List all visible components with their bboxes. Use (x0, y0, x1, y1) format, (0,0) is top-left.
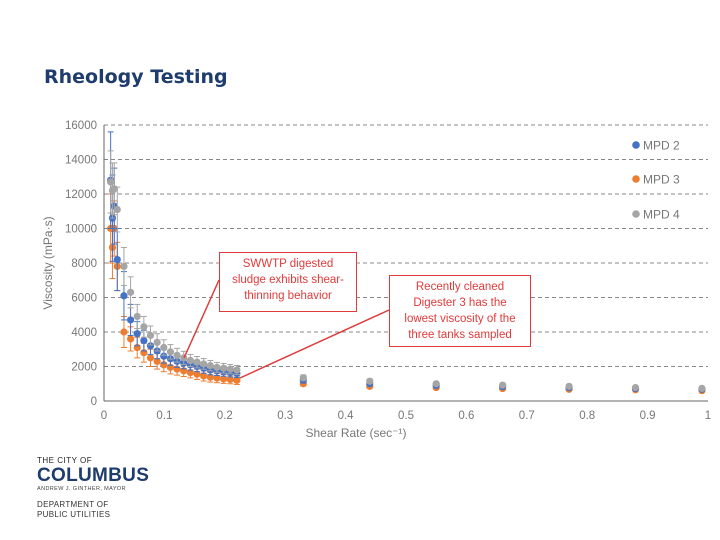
y-tick-label: 16000 (65, 120, 97, 132)
annotation-leader (239, 309, 390, 379)
data-point (173, 351, 181, 359)
data-point (146, 354, 155, 362)
data-point (299, 374, 307, 382)
x-tick-label: 0.9 (640, 410, 656, 422)
y-tick-label: 12000 (65, 189, 97, 201)
data-point (233, 376, 241, 384)
legend-label: MPD 3 (643, 173, 680, 187)
annotation-leader (183, 279, 220, 359)
legend-marker (632, 210, 640, 218)
y-tick-label: 4000 (71, 327, 97, 339)
logo-columbus: COLUMBUS (37, 465, 150, 486)
data-point (366, 377, 374, 385)
x-axis-label: Shear Rate (sec⁻¹) (305, 426, 406, 440)
data-point (233, 366, 241, 374)
data-point (213, 374, 221, 382)
y-tick-label: 8000 (71, 258, 97, 270)
logo-dept1: DEPARTMENT OF (37, 500, 109, 509)
legend-label: MPD 2 (643, 139, 680, 153)
x-tick-label: 0.3 (277, 410, 293, 422)
data-point (565, 382, 573, 390)
annotation-digester-3: Recently cleaned Digester 3 has the lowe… (389, 275, 531, 347)
legend-label: MPD 4 (643, 208, 680, 222)
x-tick-label: 0.6 (458, 410, 474, 422)
data-point (140, 337, 148, 345)
data-point (126, 316, 135, 324)
data-point (186, 356, 194, 365)
data-point (193, 358, 201, 366)
data-point (200, 360, 208, 368)
logo-dept2: PUBLIC UTILITIES (37, 510, 111, 519)
y-tick-label: 0 (91, 396, 97, 408)
data-point (206, 373, 214, 381)
data-point (120, 262, 128, 271)
data-point (113, 255, 121, 264)
x-tick-label: 1 (705, 410, 711, 422)
data-point (160, 352, 168, 360)
y-tick-label: 2000 (71, 362, 97, 374)
data-point (200, 372, 208, 380)
data-point (226, 375, 234, 384)
data-point (153, 357, 161, 365)
data-point (213, 363, 221, 371)
data-point (698, 384, 706, 393)
x-tick-label: 0.5 (398, 410, 414, 422)
x-tick-label: 0 (101, 410, 107, 422)
data-point (219, 375, 228, 383)
y-tick-label: 14000 (65, 155, 97, 167)
data-point (126, 335, 135, 343)
logo-line1: THE CITY OF (37, 456, 93, 465)
data-point (193, 370, 201, 378)
legend-marker (632, 141, 640, 149)
data-point (133, 330, 141, 338)
x-tick-label: 0.1 (156, 410, 172, 422)
data-point (140, 323, 148, 331)
y-axis-label: Viscosity (mPa·s) (41, 216, 55, 309)
x-tick-label: 0.7 (519, 410, 535, 422)
data-point (110, 185, 118, 193)
data-point (126, 288, 135, 296)
data-point (166, 348, 175, 356)
data-point (186, 368, 194, 377)
data-point (120, 292, 128, 300)
logo-mayor: ANDREW J. GINTHER, MAYOR (37, 486, 126, 492)
slide-title: Rheology Testing (44, 66, 228, 88)
data-point (160, 343, 168, 352)
data-point (499, 381, 507, 389)
data-point (206, 362, 214, 370)
legend-marker (632, 175, 640, 183)
data-point (113, 205, 121, 214)
data-point (153, 338, 161, 346)
data-point (432, 380, 440, 388)
y-tick-label: 10000 (65, 224, 97, 236)
data-point (133, 312, 141, 321)
x-tick-label: 0.8 (579, 410, 595, 422)
data-point (146, 342, 155, 350)
viscosity-chart: 0 2000 4000 6000 8000 10000 12000 14000 16000 0 0.… (41, 120, 711, 440)
data-point (226, 365, 234, 373)
annotation-shear-thinning: SWWTP digested sludge exhibits shear-thi… (219, 252, 357, 312)
city-logo: THE CITY OF COLUMBUS ANDREW J. GINTHER, … (37, 456, 149, 520)
data-point (107, 178, 115, 186)
data-point (631, 383, 640, 392)
data-point (146, 331, 155, 340)
x-tick-label: 0.2 (217, 410, 233, 422)
data-point (219, 364, 228, 372)
data-point (120, 328, 128, 336)
x-tick-label: 0.4 (338, 410, 355, 422)
y-tick-label: 6000 (71, 293, 97, 305)
